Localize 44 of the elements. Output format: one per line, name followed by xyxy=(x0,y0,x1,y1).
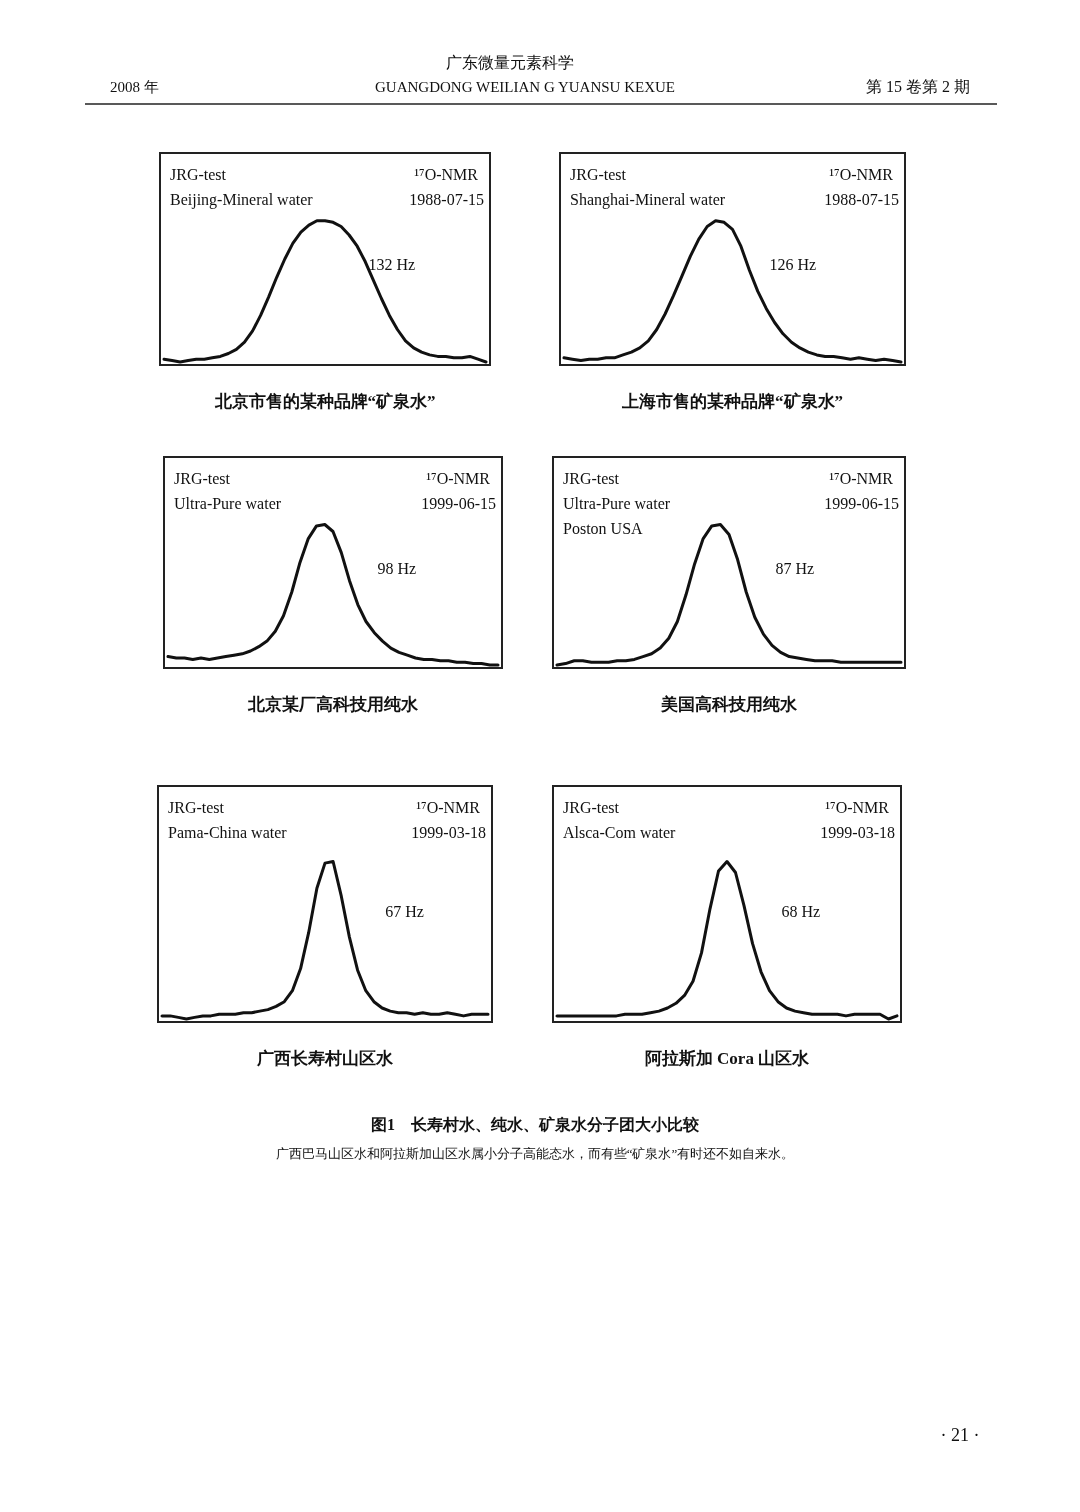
annotation: 68 Hz xyxy=(781,902,821,920)
text: JRG-test xyxy=(563,799,620,816)
text: ¹⁷O-NMR xyxy=(416,799,481,816)
text: JRG-test xyxy=(168,799,225,816)
text: ¹⁷O-NMR xyxy=(829,470,894,487)
text: 北京市售的某种品牌“矿泉水” xyxy=(213,392,436,411)
text: Ultra-Pure water xyxy=(563,495,671,512)
text: 1999-03-18 xyxy=(820,824,895,841)
text: 1988-07-15 xyxy=(824,191,899,208)
text: Shanghai-Mineral water xyxy=(570,191,726,209)
annotation: 98 Hz xyxy=(377,559,417,577)
text: JRG-test xyxy=(170,166,227,183)
text: · 21 · xyxy=(940,1425,980,1445)
text: 2008 年 xyxy=(110,79,159,95)
annotation: 67 Hz xyxy=(385,902,424,920)
text: 上海市售的某种品牌“矿泉水” xyxy=(621,392,843,411)
annotation: Poston USA xyxy=(563,520,644,537)
text: Pama-China water xyxy=(168,824,288,841)
text: 第 15 卷第 2 期 xyxy=(866,78,970,95)
text: 阿拉斯加 Cora 山区水 xyxy=(644,1049,811,1068)
annotation: 87 Hz xyxy=(775,559,815,577)
text: JRG-test xyxy=(570,166,627,183)
annotation: 132 Hz xyxy=(368,256,416,274)
text: 1988-07-15 xyxy=(409,191,484,208)
text: 广西巴马山区水和阿拉斯加山区水属小分子高能态水，而有些“矿泉水”有时还不如自来水。 xyxy=(275,1146,795,1161)
text: Beijing-Mineral water xyxy=(170,191,314,209)
caption: 图1 长寿村水、纯水、矿泉水分子团大小比较 xyxy=(371,1116,700,1133)
text: 美国高科技用纯水 xyxy=(660,695,798,714)
text: 1999-03-18 xyxy=(411,824,486,841)
text: 广西长寿村山区水 xyxy=(256,1049,394,1068)
text: 1999-06-15 xyxy=(824,495,899,512)
text: ¹⁷O-NMR xyxy=(414,166,479,183)
text: ¹⁷O-NMR xyxy=(825,799,890,816)
text: GUANGDONG WEILIAN G YUANSU KEXUE xyxy=(375,79,675,95)
text: 1999-06-15 xyxy=(421,495,496,512)
text: 北京某厂高科技用纯水 xyxy=(247,695,419,714)
text: 广东微量元素科学 xyxy=(446,54,574,71)
text: Ultra-Pure water xyxy=(174,495,282,512)
text: Alsca-Com water xyxy=(563,824,677,841)
text: ¹⁷O-NMR xyxy=(829,166,894,183)
text: ¹⁷O-NMR xyxy=(426,470,491,487)
text: JRG-test xyxy=(563,470,620,487)
annotation: 126 Hz xyxy=(769,256,817,274)
text: JRG-test xyxy=(174,470,231,487)
